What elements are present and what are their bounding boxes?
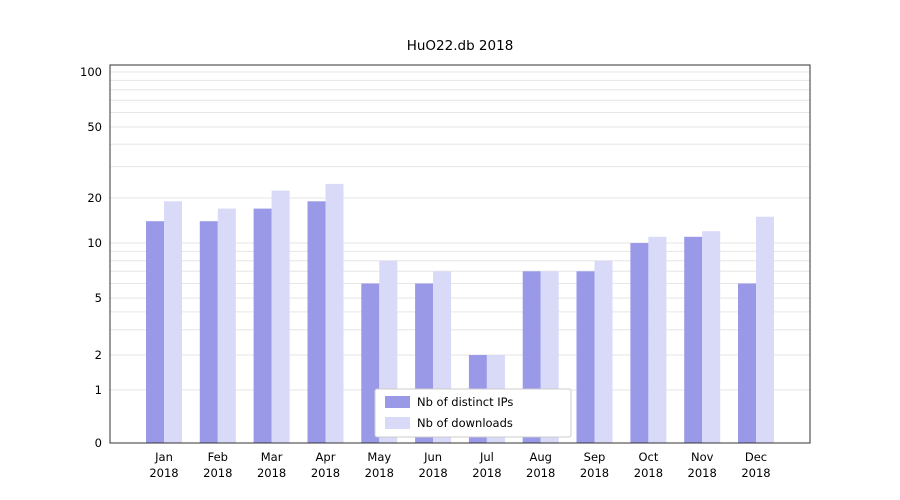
y-tick-label: 10 [87, 236, 102, 250]
legend-label: Nb of downloads [417, 416, 513, 430]
x-tick-year: 2018 [688, 466, 717, 480]
x-tick-month: Aug [529, 450, 551, 464]
legend-box [374, 388, 572, 438]
x-tick-month: Nov [691, 450, 714, 464]
legend-label: Nb of distinct IPs [417, 395, 513, 409]
x-tick-year: 2018 [311, 466, 340, 480]
bar-downloads [325, 183, 344, 443]
bar-distinct-ips [630, 243, 649, 443]
bar-distinct-ips [199, 221, 218, 443]
x-tick-year: 2018 [149, 466, 178, 480]
x-tick-year: 2018 [203, 466, 232, 480]
x-tick-year: 2018 [472, 466, 501, 480]
bar-distinct-ips [738, 283, 756, 443]
x-tick-year: 2018 [634, 466, 663, 480]
y-tick-label: 1 [95, 383, 102, 397]
x-tick-month: Mar [261, 450, 283, 464]
chart-title: HuO22.db 2018 [406, 38, 514, 54]
plot-frame [109, 64, 811, 444]
y-tick-label: 2 [95, 348, 102, 362]
x-tick-month: Oct [638, 450, 658, 464]
x-tick-month: Dec [745, 450, 767, 464]
x-tick-month: May [367, 450, 391, 464]
x-tick-month: Jun [423, 450, 442, 464]
legend-swatch [385, 417, 410, 429]
x-tick-month: Apr [316, 450, 336, 464]
x-tick-month: Jan [154, 450, 173, 464]
x-tick-year: 2018 [257, 466, 286, 480]
y-tick-label: 5 [95, 291, 102, 305]
bar-distinct-ips [253, 208, 272, 443]
x-tick-year: 2018 [580, 466, 609, 480]
x-tick-year: 2018 [526, 466, 555, 480]
x-tick-month: Jul [479, 450, 494, 464]
x-tick-year: 2018 [741, 466, 770, 480]
bar-downloads [702, 231, 721, 443]
y-tick-label: 100 [80, 65, 102, 79]
y-tick-label: 50 [87, 120, 102, 134]
bar-distinct-ips [576, 271, 595, 443]
bar-downloads [217, 208, 236, 443]
x-tick-month: Sep [584, 450, 606, 464]
y-tick-label: 20 [87, 191, 102, 205]
bar-downloads [271, 190, 290, 443]
x-tick-month: Feb [208, 450, 228, 464]
bar-distinct-ips [307, 201, 326, 443]
bar-downloads [594, 260, 613, 443]
bar-downloads [164, 201, 182, 443]
legend-swatch [385, 396, 410, 408]
x-tick-year: 2018 [365, 466, 394, 480]
x-tick-year: 2018 [418, 466, 447, 480]
bar-distinct-ips [146, 221, 164, 443]
bar-downloads [648, 236, 667, 443]
bar-downloads [756, 216, 774, 443]
bar-distinct-ips [684, 236, 703, 443]
y-tick-label: 0 [95, 436, 102, 450]
